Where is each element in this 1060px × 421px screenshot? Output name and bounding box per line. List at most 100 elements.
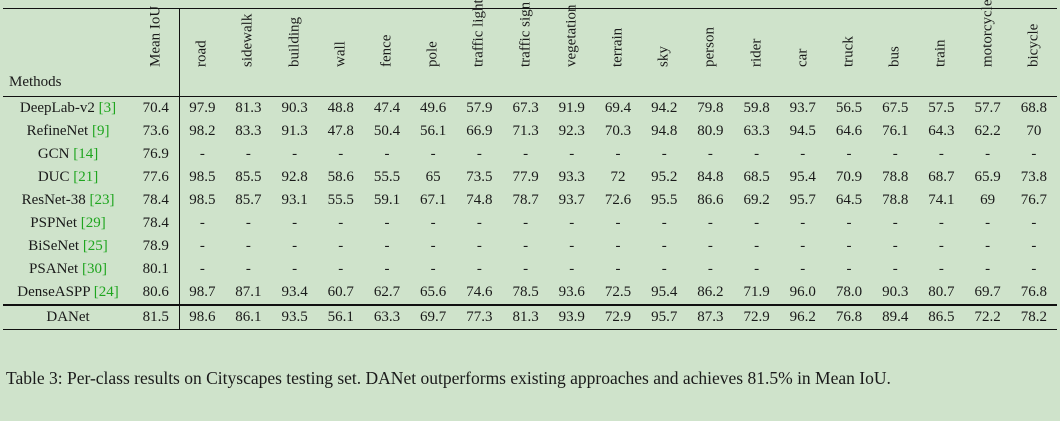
- class-header-fence: fence: [363, 8, 411, 97]
- class-iou-cell: -: [245, 238, 251, 254]
- citation-link[interactable]: [3]: [98, 100, 117, 116]
- class-iou-cell: 69.7: [974, 284, 1001, 300]
- class-iou-cell: 87.1: [235, 284, 262, 300]
- class-iou-cell: 77.9: [512, 169, 539, 185]
- class-iou-cell: 93.1: [281, 192, 308, 208]
- class-iou-cell: -: [384, 146, 390, 162]
- class-iou-cell: 47.4: [373, 100, 401, 116]
- table-row: PSANet [30] 80.1 - - - - - - - - - - - - - - - - - - -: [3, 258, 1057, 281]
- class-iou-cell: 83.3: [235, 123, 262, 139]
- method-name: DUC [21]: [37, 169, 99, 185]
- class-iou-cell: -: [938, 238, 944, 254]
- mean-iou-cell: 78.4: [133, 189, 180, 212]
- class-iou-cell: -: [523, 261, 529, 277]
- class-iou-cell: 98.5: [189, 192, 216, 208]
- class-iou-cell: 93.4: [281, 284, 308, 300]
- citation-link[interactable]: [25]: [82, 238, 108, 254]
- class-iou-cell: 76.8: [1020, 284, 1047, 300]
- class-iou-cell: 57.5: [928, 100, 955, 116]
- class-iou-cell: -: [661, 146, 667, 162]
- class-iou-cell: -: [1031, 146, 1037, 162]
- class-iou-cell: 98.7: [189, 284, 216, 300]
- class-iou-cell: -: [1031, 238, 1037, 254]
- class-iou-cell: 68.8: [1020, 100, 1047, 116]
- class-iou-cell: 59.1: [373, 192, 401, 208]
- citation-link[interactable]: [24]: [93, 284, 119, 300]
- class-iou-cell: -: [754, 215, 760, 231]
- class-iou-cell: -: [292, 146, 298, 162]
- citation-link[interactable]: [29]: [80, 215, 106, 231]
- class-iou-cell: -: [615, 146, 621, 162]
- class-iou-cell: -: [523, 215, 529, 231]
- class-header-terrain: terrain: [594, 8, 642, 97]
- class-iou-cell: 95.2: [651, 169, 678, 185]
- class-iou-cell: 67.5: [882, 100, 909, 116]
- class-iou-cell: -: [846, 261, 852, 277]
- table-row: RefineNet [9] 73.6 98.2 83.3 91.3 47.8 50.4 56.…: [3, 120, 1057, 143]
- class-iou-cell: 73.8: [1020, 169, 1047, 185]
- class-iou-cell: 65: [425, 169, 441, 185]
- class-iou-cell: -: [476, 146, 482, 162]
- class-header-person: person: [687, 8, 734, 97]
- class-iou-cell: 81.3: [502, 304, 549, 330]
- class-iou-cell: 98.5: [189, 169, 216, 185]
- class-iou-cell: -: [661, 238, 667, 254]
- class-iou-cell: 68.5: [743, 169, 770, 185]
- class-header-sidewalk: sidewalk: [225, 8, 272, 97]
- class-iou-cell: -: [384, 261, 390, 277]
- class-iou-cell: -: [615, 238, 621, 254]
- method-name: BiSeNet [25]: [28, 238, 108, 254]
- class-header-truck: truck: [825, 8, 873, 97]
- citation-link[interactable]: [9]: [91, 123, 110, 139]
- class-iou-cell: -: [476, 261, 482, 277]
- class-iou-cell: 94.5: [789, 123, 816, 139]
- citation-link[interactable]: [23]: [89, 192, 115, 208]
- mean-iou-cell: 73.6: [133, 120, 180, 143]
- class-header-car: car: [779, 8, 826, 97]
- class-iou-cell: -: [754, 261, 760, 277]
- citation-link[interactable]: [14]: [73, 146, 99, 162]
- class-iou-cell: -: [892, 146, 898, 162]
- class-iou-cell: 77.3: [456, 304, 503, 330]
- mean-iou-cell: 80.1: [133, 258, 180, 281]
- citation-link[interactable]: [21]: [73, 169, 99, 185]
- class-iou-cell: 72: [610, 169, 626, 185]
- class-iou-cell: -: [245, 261, 251, 277]
- methods-header: Methods: [3, 8, 134, 97]
- class-iou-cell: 93.7: [558, 192, 585, 208]
- class-iou-cell: -: [430, 215, 436, 231]
- method-name: RefineNet [9]: [26, 123, 110, 139]
- class-header-building: building: [271, 8, 318, 97]
- class-iou-cell: -: [800, 238, 806, 254]
- class-iou-cell: 69.4: [604, 100, 632, 116]
- class-header-train: train: [918, 8, 965, 97]
- class-iou-cell: -: [800, 215, 806, 231]
- class-iou-cell: 62.7: [373, 284, 401, 300]
- table-row: DenseASPP [24] 80.6 98.7 87.1 93.4 60.7 62.7 65…: [3, 281, 1057, 305]
- class-iou-cell: 65.6: [420, 284, 447, 300]
- class-iou-cell: -: [292, 238, 298, 254]
- class-iou-cell: 72.2: [964, 304, 1011, 330]
- class-iou-cell: -: [892, 215, 898, 231]
- citation-link[interactable]: [30]: [81, 261, 107, 277]
- class-iou-cell: -: [707, 215, 713, 231]
- mean-iou-cell: 78.9: [133, 235, 180, 258]
- mean-iou-cell: 77.6: [133, 166, 180, 189]
- class-iou-cell: 98.6: [179, 304, 226, 330]
- class-iou-cell: -: [800, 261, 806, 277]
- class-iou-cell: -: [476, 238, 482, 254]
- class-iou-cell: -: [292, 215, 298, 231]
- class-iou-cell: 62.2: [974, 123, 1001, 139]
- class-iou-cell: -: [430, 146, 436, 162]
- class-header-wall: wall: [317, 8, 364, 97]
- class-iou-cell: 93.9: [548, 304, 595, 330]
- class-iou-cell: 56.1: [420, 123, 447, 139]
- class-iou-cell: 55.5: [373, 169, 401, 185]
- class-header-motorcycle: motorcycle: [964, 0, 1011, 97]
- class-iou-cell: 47.8: [327, 123, 354, 139]
- class-iou-cell: -: [846, 238, 852, 254]
- class-iou-cell: -: [938, 261, 944, 277]
- method-name: PSANet [30]: [29, 261, 107, 277]
- class-iou-cell: 79.8: [697, 100, 724, 116]
- class-iou-cell: 93.6: [558, 284, 585, 300]
